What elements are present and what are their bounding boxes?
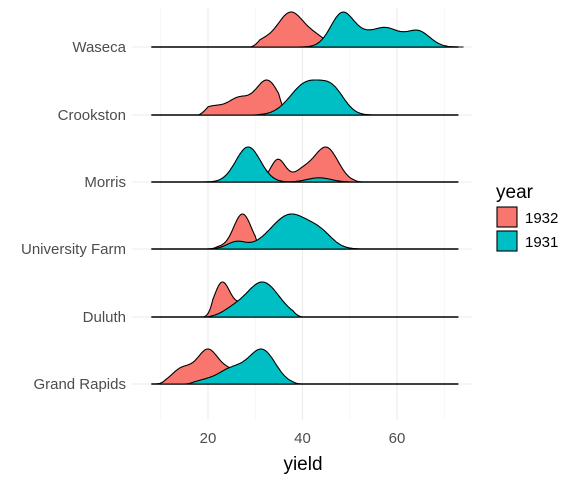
y-axis-tick-labels: Grand Rapids Duluth University Farm Morris C… [21,39,127,393]
x-axis-tick-labels: 20 40 60 [200,430,406,447]
y-tick-label: University Farm [21,241,126,258]
density-1931-waseca [283,11,464,48]
legend-swatch-1932 [496,206,518,228]
legend-swatch-1931 [496,230,518,252]
density-1932-waseca [249,11,337,48]
ridge-waseca [151,11,464,48]
density-1931-morris [193,146,360,183]
x-tick-label: 40 [294,430,311,447]
y-tick-label: Duluth [83,309,126,326]
y-tick-label: Morris [84,174,126,191]
density-1931-grand-rapids [183,348,304,385]
y-tick-label: Grand Rapids [33,376,126,393]
grid [132,8,472,420]
density-1932-crookston [198,79,289,116]
ridge-university-farm [151,213,459,250]
legend-title: year [496,182,534,203]
x-axis-title: yield [283,454,322,475]
legend: year 1932 1931 [496,182,558,252]
ridge-duluth [151,281,459,318]
density-1931-duluth [202,281,304,318]
legend-label-1932: 1932 [525,210,558,227]
density-1932-morris [254,146,365,183]
legend-label-1931: 1931 [525,234,558,251]
density-1932-university-farm [207,213,266,250]
ridge-morris [151,146,459,183]
y-tick-label: Waseca [72,39,126,56]
x-tick-label: 20 [200,430,217,447]
ridge-crookston [151,79,459,116]
ridges [151,11,464,385]
x-tick-label: 60 [389,430,406,447]
legend-items: 1932 1931 [496,206,558,252]
y-tick-label: Crookston [58,107,126,124]
density-1931-university-farm [202,213,365,250]
ridge-grand-rapids [151,348,459,385]
density-1931-crookston [249,79,379,116]
